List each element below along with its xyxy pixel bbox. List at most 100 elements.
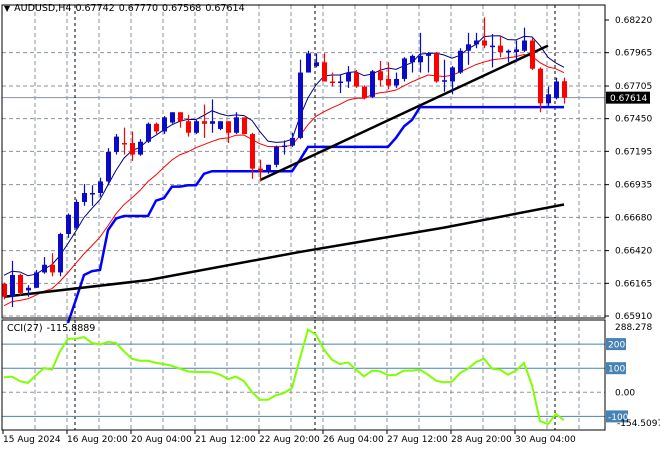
candle	[82, 184, 87, 206]
candle	[530, 37, 535, 70]
candle-body	[474, 40, 479, 45]
candle-body	[298, 72, 303, 138]
candle-body	[482, 40, 487, 46]
time-tick-label: 30 Aug 04:00	[515, 435, 576, 445]
candle-body	[274, 146, 279, 165]
candle	[50, 253, 55, 277]
candle	[458, 48, 463, 74]
candle-body	[522, 40, 527, 51]
candle	[314, 53, 319, 68]
candle-body	[426, 53, 431, 56]
candle	[538, 67, 543, 113]
candle	[426, 52, 431, 73]
candle-body	[114, 136, 119, 152]
candle-body	[66, 214, 71, 234]
candle-body	[42, 264, 47, 273]
candle	[466, 32, 471, 65]
candle-body	[362, 86, 367, 99]
candle	[282, 140, 287, 155]
candle	[34, 269, 39, 288]
candle	[434, 52, 439, 83]
candle-body	[162, 117, 167, 132]
candle	[266, 164, 271, 174]
candle	[522, 27, 527, 53]
slow-ma-line	[3, 53, 565, 307]
candle	[554, 77, 559, 100]
grid	[2, 5, 605, 430]
time-tick-label: 16 Aug 20:00	[67, 435, 128, 445]
candle-body	[546, 94, 551, 104]
candle-body	[506, 50, 511, 53]
candle-body	[330, 81, 335, 84]
candle	[546, 86, 551, 108]
candle	[178, 112, 183, 128]
candle-body	[50, 264, 55, 273]
candle	[354, 69, 359, 88]
price-tick-label: 0.66165	[615, 279, 652, 289]
candle	[514, 40, 519, 63]
candle	[306, 50, 311, 73]
candle-body	[394, 78, 399, 86]
candle-body	[58, 233, 63, 273]
candle	[234, 112, 239, 135]
cci-name: CCI(27)	[7, 323, 43, 334]
cci-header: CCI(27) -115.8889	[7, 323, 95, 334]
cci-level-box	[606, 410, 628, 423]
time-tick-label: 15 Aug 2024	[3, 435, 61, 445]
candle-body	[18, 274, 23, 293]
candle	[218, 121, 223, 131]
candle	[210, 99, 215, 133]
cci-max-label: 288.278	[615, 323, 652, 333]
candle-body	[178, 112, 183, 122]
candle-body	[442, 80, 447, 82]
candle	[362, 85, 367, 100]
candle	[418, 32, 423, 73]
cci-level-label: 100	[608, 365, 625, 375]
candle-body	[10, 274, 15, 297]
candle-body	[130, 143, 135, 155]
candle	[498, 35, 503, 58]
candle	[370, 69, 375, 99]
candle-body	[490, 45, 495, 48]
candle-body	[242, 117, 247, 135]
cci-panel	[2, 328, 605, 426]
candle-body	[98, 181, 103, 193]
time-tick-label: 27 Aug 12:00	[387, 435, 448, 445]
candle-body	[514, 49, 519, 53]
axes: 0.68220 0.67965 0.67705 0.67450 0.67195 0.669…	[1, 4, 660, 445]
price-tick-label: 0.66680	[615, 213, 652, 223]
candle-body	[186, 121, 191, 133]
collapse-triangle-icon[interactable]: ▼	[4, 4, 11, 13]
candle-body	[322, 62, 327, 82]
candle	[250, 132, 255, 179]
candle-body	[74, 201, 79, 228]
close-value: 0.67614	[205, 3, 245, 14]
candle	[58, 232, 63, 277]
candle-body	[370, 71, 375, 97]
candle-body	[386, 78, 391, 86]
price-tick-label: 0.67705	[615, 82, 652, 92]
price-tick-label: 0.65910	[615, 312, 652, 322]
candle	[378, 61, 383, 87]
candle-body	[266, 164, 271, 173]
fast-ma-line	[3, 35, 565, 277]
candle-body	[466, 44, 471, 51]
candle-body	[378, 71, 383, 81]
cci-min-label: -154.5097	[617, 419, 660, 429]
candle	[410, 54, 415, 73]
candle	[346, 66, 351, 88]
candle	[106, 148, 111, 186]
candle-body	[82, 192, 87, 202]
candle-body	[138, 141, 143, 155]
candle	[186, 114, 191, 137]
time-tick-label: 22 Aug 20:00	[259, 435, 320, 445]
candle	[442, 59, 447, 92]
candle-body	[498, 45, 503, 53]
candle-body	[250, 134, 255, 169]
candle	[202, 104, 207, 138]
long-ma-line	[3, 203, 565, 299]
candle	[298, 59, 303, 140]
chart-header: ▼ AUDUSD,H4 0.67742 0.67770 0.67568 0.67…	[4, 3, 245, 14]
